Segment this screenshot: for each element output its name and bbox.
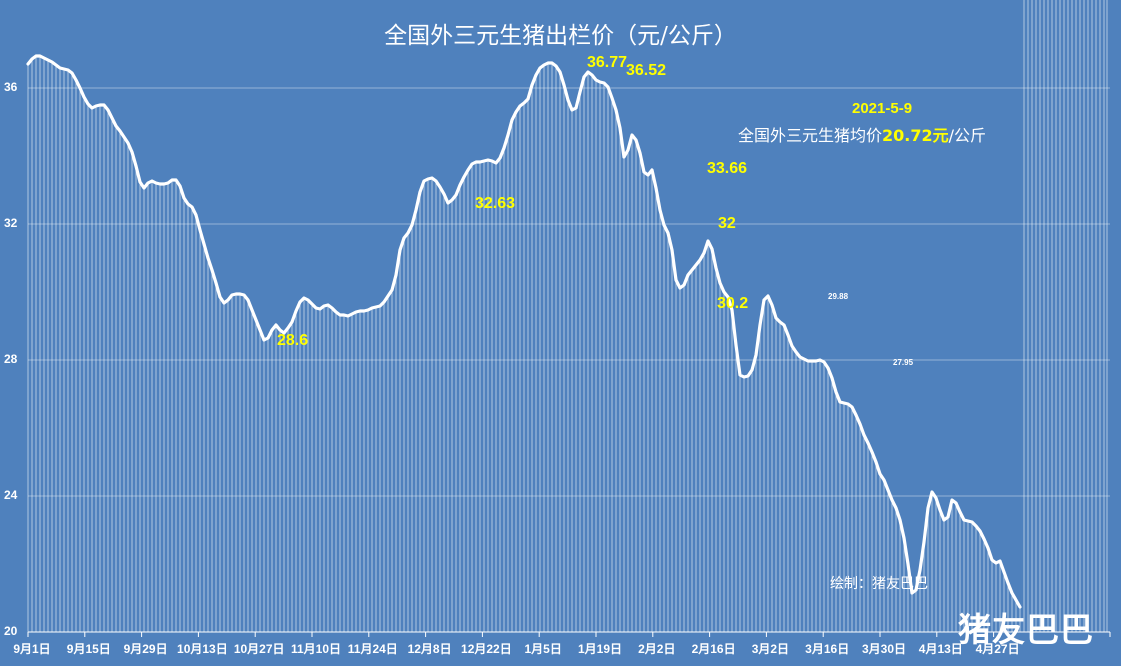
x-tick-label: 4月13日 — [918, 642, 963, 656]
y-tick-label: 32 — [4, 216, 18, 230]
drop-lines — [27, 0, 1108, 632]
x-tick-label: 1月19日 — [577, 642, 623, 656]
annotation-32: 32 — [718, 215, 736, 232]
chart-title: 全国外三元生猪出栏价（元/公斤） — [384, 23, 737, 49]
x-tick-label: 9月1日 — [13, 642, 51, 656]
x-tick-label: 2月16日 — [691, 642, 736, 656]
x-tick-label: 10月13日 — [177, 642, 228, 656]
x-tick-label: 4月27日 — [975, 642, 1020, 656]
annotation-peak-2: 36.52 — [626, 62, 667, 79]
x-tick-label: 10月27日 — [233, 642, 285, 656]
x-tick-label: 3月30日 — [861, 642, 907, 656]
y-tick-label: 36 — [4, 80, 18, 94]
info-text: 全国外三元生猪均价20.72元/公斤 — [738, 122, 986, 146]
y-tick-label: 28 — [4, 352, 18, 366]
info-unit: /公斤 — [948, 126, 987, 145]
credit-text: 绘制：猪友巴巴 — [830, 576, 928, 592]
watermark: 猪友巴巴 — [958, 610, 1094, 649]
x-tick-label: 3月16日 — [805, 642, 850, 656]
annotation-30-2: 30.2 — [717, 295, 749, 312]
x-tick-label: 12月22日 — [461, 642, 512, 656]
price-line — [26, 54, 1022, 609]
annotation-32-63: 32.63 — [475, 195, 516, 212]
y-tick-label: 20 — [4, 624, 18, 638]
x-tick-label: 11月24日 — [347, 642, 398, 656]
annotation-28-6: 28.6 — [277, 332, 309, 349]
info-prefix: 全国外三元生猪均价 — [738, 126, 883, 145]
x-tick-label: 1月5日 — [524, 642, 562, 656]
annotation-peak-1: 36.77 — [587, 54, 628, 71]
y-tick-label: 24 — [4, 488, 18, 502]
info-date: 2021-5-9 — [852, 100, 913, 117]
x-tick-label: 9月29日 — [123, 642, 168, 656]
annotation-27-95: 27.95 — [893, 358, 914, 367]
annotation-33-66: 33.66 — [707, 160, 748, 177]
x-tick-label: 11月10日 — [290, 642, 342, 656]
x-tick-label: 2月2日 — [638, 642, 676, 656]
x-tick-label: 9月15日 — [66, 642, 111, 656]
x-axis-ticks — [27, 632, 1111, 637]
annotation-29-88: 29.88 — [828, 292, 849, 301]
x-tick-label: 3月2日 — [751, 642, 790, 656]
gridlines — [28, 87, 1110, 497]
info-price: 20.72元 — [882, 126, 949, 145]
x-tick-label: 12月8日 — [407, 642, 452, 656]
